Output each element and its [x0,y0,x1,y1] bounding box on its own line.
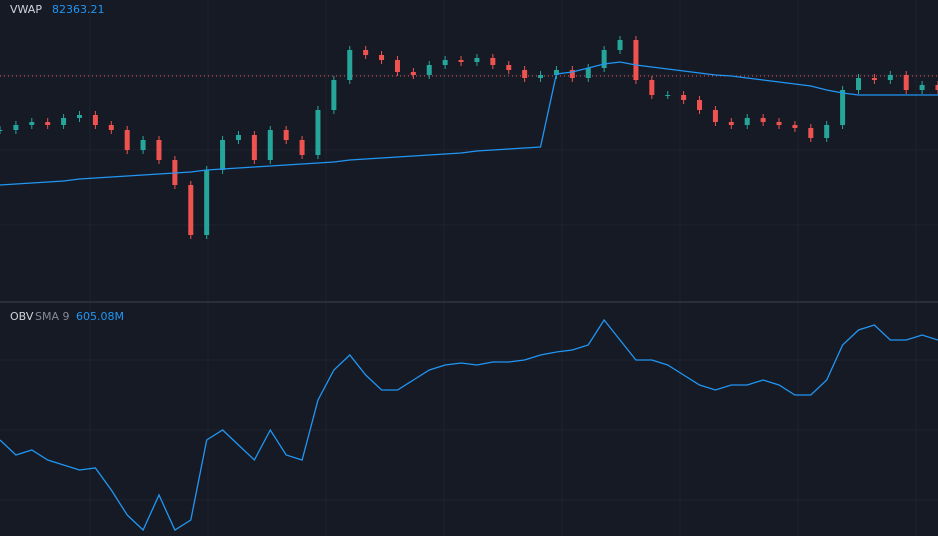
candle [426,65,432,75]
candle [299,140,305,155]
candle [108,125,114,130]
candle [935,85,938,90]
candle [267,130,273,160]
candle [585,68,591,78]
candle [235,135,241,140]
candle [394,60,400,72]
candle [124,130,130,150]
candle [553,70,559,75]
indicator-value: 605.08M [76,310,124,323]
candle [204,170,210,235]
candle [442,60,448,65]
candle [45,122,51,125]
indicator-value: 82363.21 [52,3,105,16]
candle [474,58,480,62]
candle [697,100,703,110]
candle [490,58,496,65]
candle [363,50,369,55]
candle [856,78,862,90]
candle [220,140,226,170]
candle [649,80,655,95]
candle [506,65,512,70]
candle [13,125,19,130]
candle [919,85,925,90]
plots [0,36,938,532]
candle [140,140,146,150]
candle [156,140,162,160]
candle [681,95,687,100]
candle [458,60,464,62]
candle [29,122,35,125]
candle [538,75,544,78]
candle [728,122,734,125]
indicator-sublabel: SMA 9 [35,310,70,323]
indicator-label: VWAP [10,3,42,16]
candle [569,70,575,78]
candle [665,95,671,96]
candle [633,40,639,80]
candle [76,115,82,118]
candle [744,118,750,125]
candle [251,135,257,160]
candle [840,90,846,125]
candle [903,75,909,90]
candle [315,110,321,155]
candle [61,118,67,125]
candle [283,130,289,140]
candle [776,122,782,125]
candle [792,125,798,128]
candle [824,125,830,138]
candle [760,118,766,122]
candle [808,128,814,138]
candle [331,80,337,110]
candle [712,110,718,122]
indicator-label: OBV [10,310,34,323]
candle [410,72,416,75]
candle [601,50,607,68]
candle [92,115,98,125]
candle [379,55,385,60]
candle [0,130,3,131]
candle [887,75,893,80]
candle [617,40,623,50]
candle [871,78,877,80]
indicator-line [0,61,938,186]
candle [522,70,528,78]
candle [188,185,194,235]
indicator-line [0,318,938,532]
candle [347,50,353,80]
